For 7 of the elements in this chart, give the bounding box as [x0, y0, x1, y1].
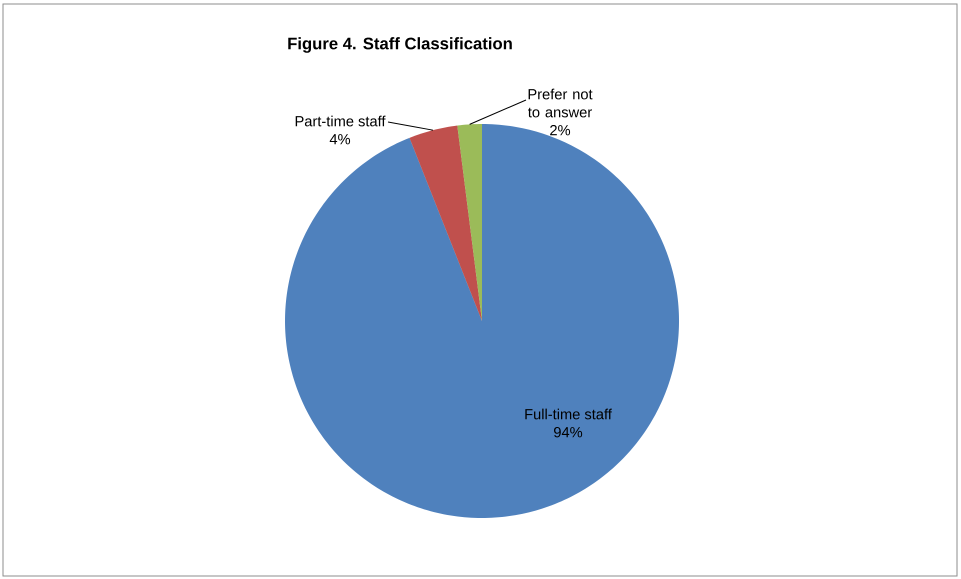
slice-label: Full-time staff [525, 408, 612, 420]
slice-label: Prefer not to answer [528, 88, 593, 118]
chart-title: Figure 4. Staff Classification [288, 37, 512, 53]
data-label: 4% [330, 134, 350, 144]
data-label: 2% [550, 125, 570, 136]
data-label: 94% [554, 427, 582, 438]
slice-label: Part-time staff [296, 116, 386, 126]
